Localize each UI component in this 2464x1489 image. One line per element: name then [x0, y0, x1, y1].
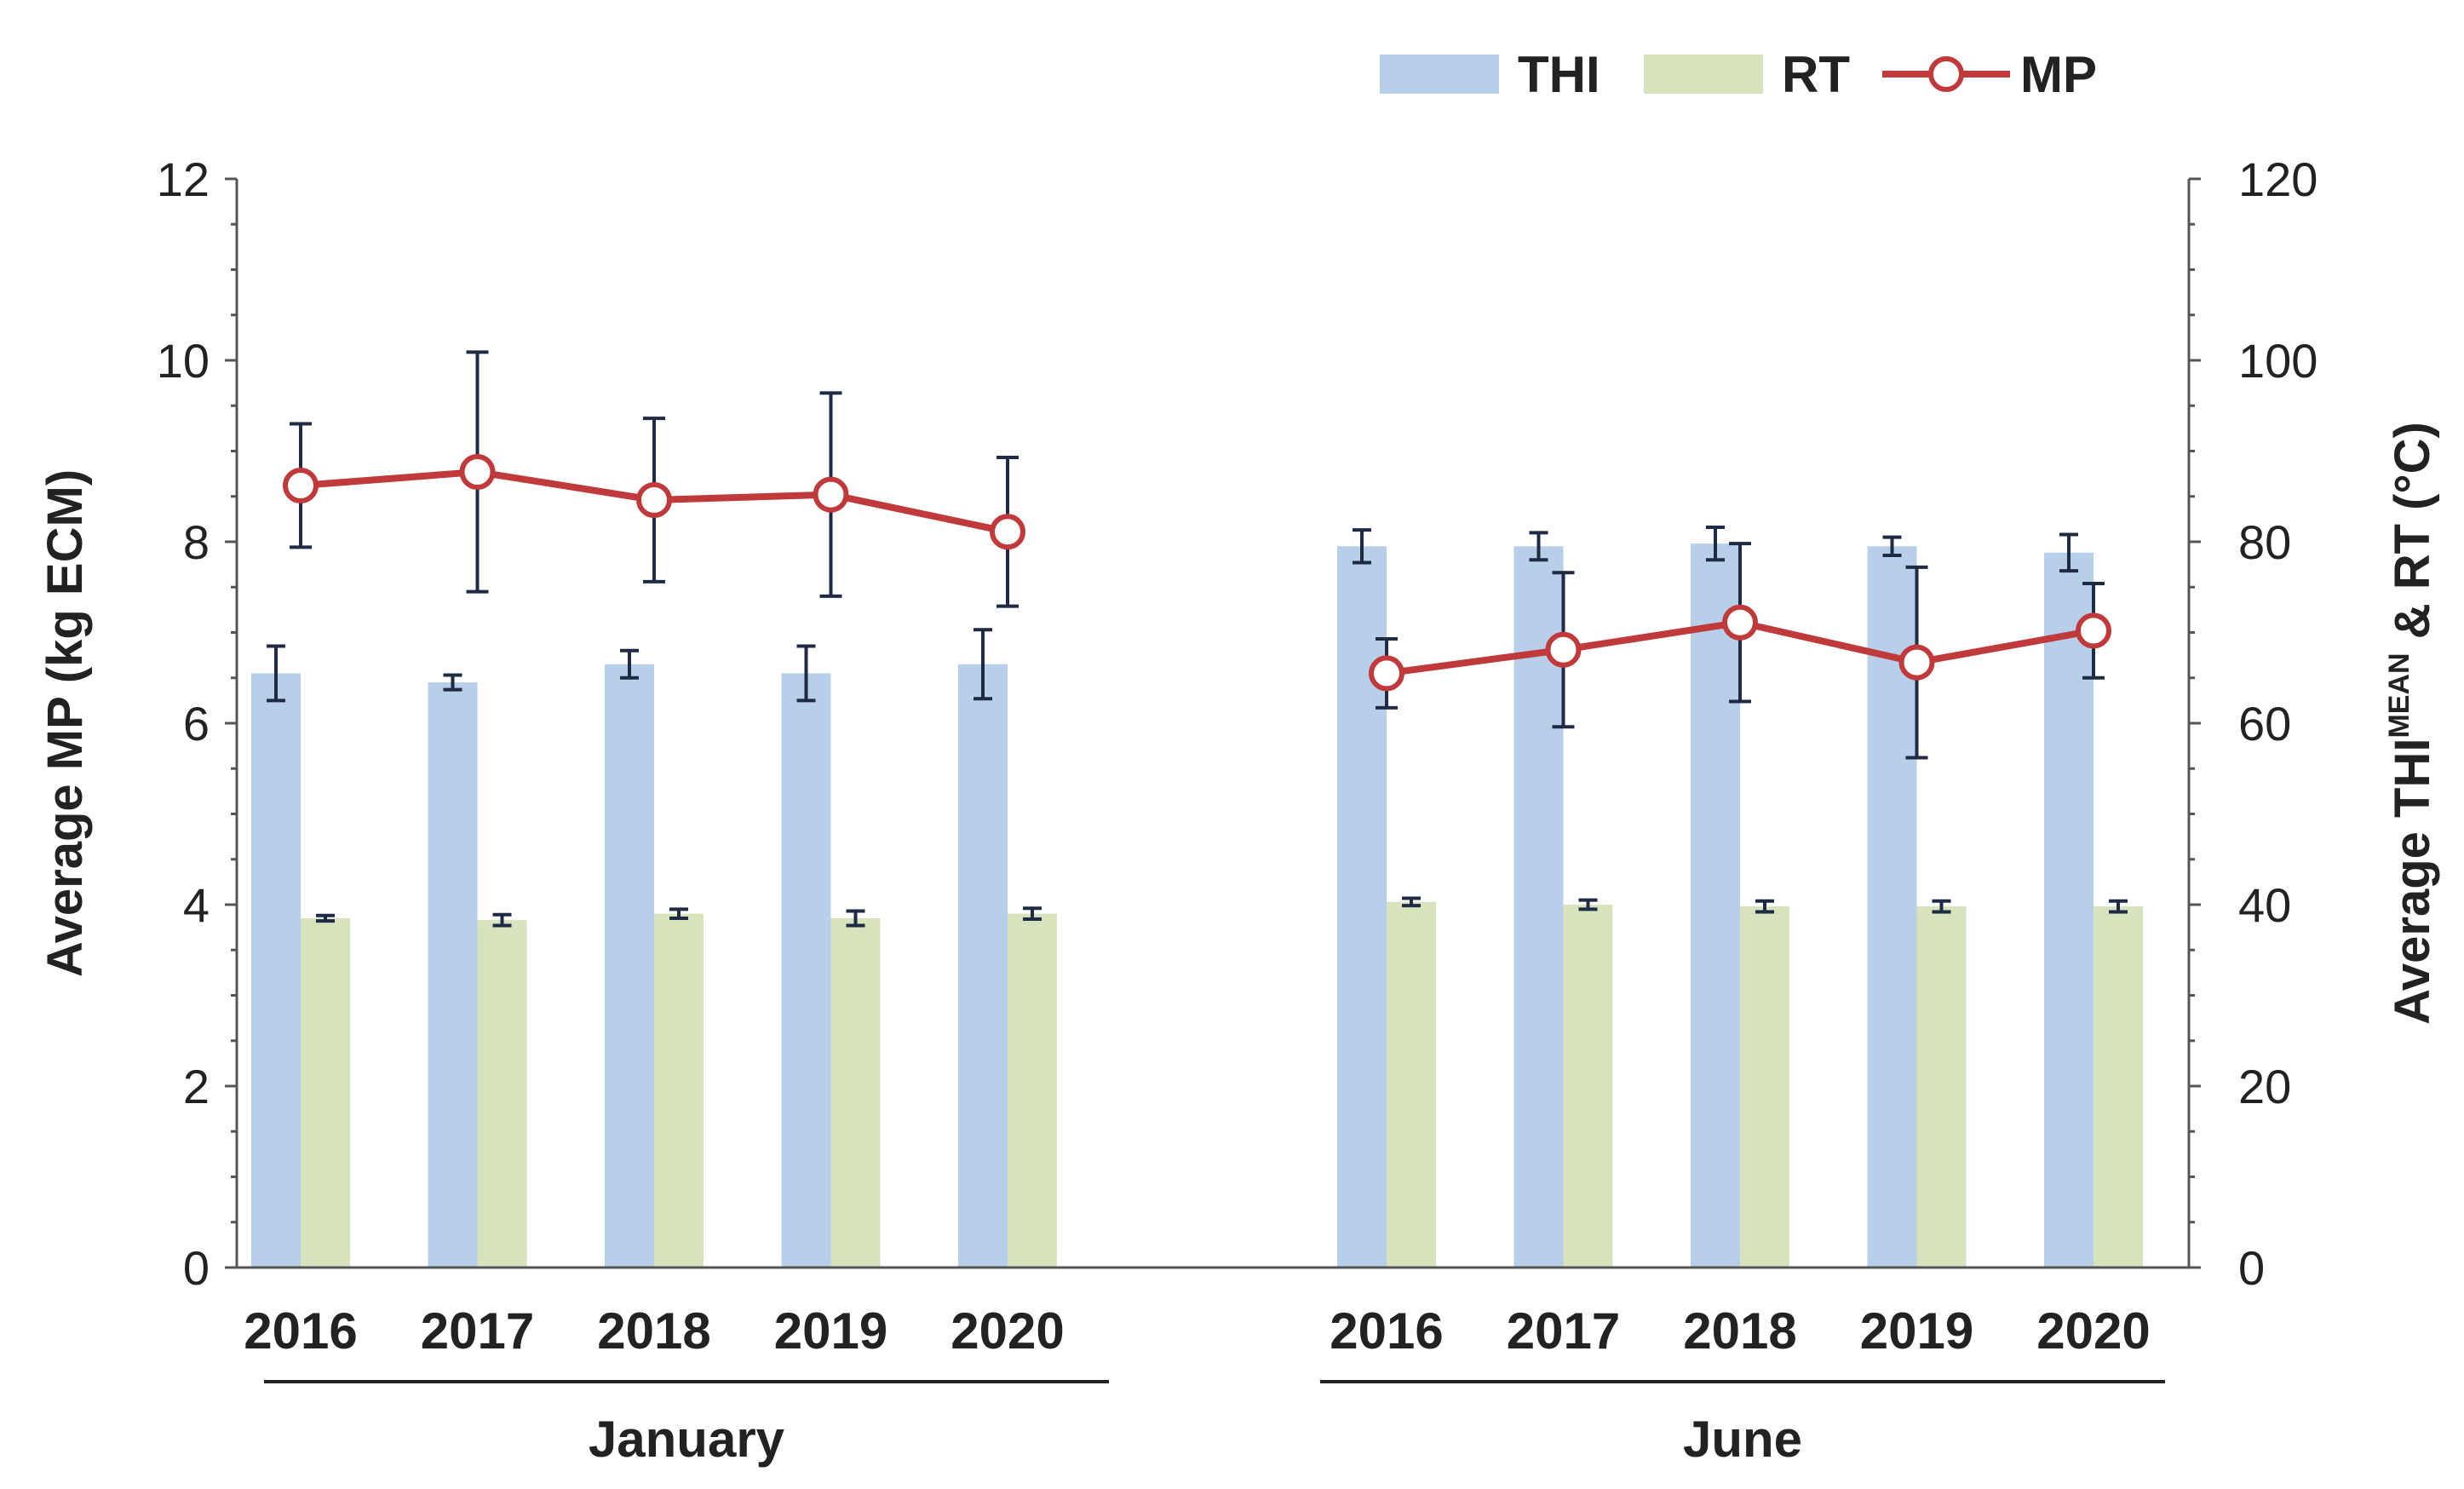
legend-marker	[1928, 56, 1964, 92]
thi-error-bar	[2059, 532, 2078, 573]
right-tick-label: 120	[2238, 152, 2318, 206]
thi-error-bar	[620, 648, 639, 680]
thi-bar	[1513, 546, 1564, 1268]
mp-point	[1898, 644, 1935, 681]
rt-bar	[1740, 906, 1789, 1268]
mp-point	[1369, 655, 1404, 692]
y-axis-title-left: Average MP (kg ECM)	[37, 469, 93, 977]
mp-point	[636, 482, 672, 519]
mp-point	[283, 467, 319, 503]
thi-bar	[605, 664, 654, 1268]
rt-error-bar	[1023, 906, 1042, 922]
thi-bar	[1337, 546, 1387, 1268]
x-tick-label: 2017	[1507, 1302, 1620, 1360]
left-tick-label: 6	[183, 697, 210, 750]
axes	[225, 177, 2201, 1269]
rt-error-bar	[492, 912, 512, 928]
mp-point	[813, 476, 849, 513]
rt-bar	[301, 917, 350, 1268]
legend-label: THI	[1518, 46, 1600, 103]
thi-bar	[2044, 552, 2094, 1268]
rt-bar	[1387, 901, 1436, 1268]
mp-line	[283, 350, 2111, 760]
x-tick-label: 2020	[2036, 1302, 2150, 1360]
mp-point	[1722, 604, 1758, 641]
left-tick-label: 8	[183, 515, 210, 569]
thi-error-bar	[443, 673, 462, 692]
x-tick-label: 2020	[951, 1302, 1064, 1360]
left-tick-label: 2	[183, 1060, 210, 1113]
legend: THI RT MP	[1380, 46, 2097, 103]
x-tick-label: 2019	[774, 1302, 887, 1360]
thi-error-bar	[974, 628, 992, 701]
group-label: June	[1683, 1411, 1802, 1468]
y2-title-suffix: & RT (°C)	[2385, 422, 2440, 653]
rt-bar	[2094, 906, 2143, 1268]
rt-error-bar	[1755, 899, 1774, 914]
legend-label: MP	[2020, 46, 2097, 103]
thi-bar	[251, 673, 301, 1268]
rt-error-bar	[316, 913, 335, 923]
thi-error-bar	[1882, 535, 1902, 557]
y2-title-superscript: MEAN	[2383, 653, 2415, 738]
legend-label: RT	[1782, 46, 1850, 103]
thi-error-bar	[1706, 525, 1725, 562]
legend-swatch-rt	[1644, 55, 1763, 94]
rt-error-bar	[669, 907, 688, 920]
bars	[251, 543, 2143, 1268]
right-tick-label: 40	[2238, 878, 2291, 932]
right-tick-label: 20	[2238, 1060, 2291, 1113]
right-tick-label: 80	[2238, 515, 2291, 569]
thi-error-bar	[1353, 528, 1371, 565]
y2-title-prefix: Average THI	[2385, 739, 2440, 1025]
thi-bar	[1691, 543, 1740, 1268]
mp-point	[990, 514, 1025, 550]
rt-error-bar	[846, 909, 865, 928]
rt-bar	[477, 920, 527, 1268]
x-tick-label: 2018	[597, 1302, 710, 1360]
x-tick-label: 2016	[1330, 1302, 1443, 1360]
x-tick-label: 2018	[1683, 1302, 1796, 1360]
legend-item-thi: THI	[1380, 46, 1600, 103]
rt-bar	[1008, 913, 1057, 1268]
right-tick-label: 100	[2238, 334, 2318, 388]
rt-error-bar	[1578, 898, 1598, 911]
rt-error-bar	[1402, 896, 1421, 908]
legend-item-mp: MP	[1882, 46, 2097, 103]
left-tick-label: 12	[157, 152, 210, 206]
thi-bar	[958, 664, 1008, 1268]
x-tick-label: 2016	[244, 1302, 357, 1360]
right-tick-label: 0	[2238, 1241, 2265, 1295]
thi-error-bar	[796, 644, 816, 703]
rt-error-bar	[2109, 899, 2128, 914]
left-tick-label: 0	[183, 1241, 210, 1295]
mp-point	[459, 453, 496, 490]
rt-bar	[1916, 906, 1967, 1268]
x-tick-label: 2019	[1860, 1302, 1973, 1360]
thi-bar	[781, 673, 831, 1268]
bar-error-bars	[267, 525, 2128, 928]
thi-bar	[428, 682, 478, 1268]
rt-bar	[830, 917, 881, 1268]
rt-bar	[1563, 905, 1613, 1268]
left-tick-label: 10	[157, 334, 210, 388]
left-tick-label: 4	[183, 878, 210, 932]
right-tick-label: 60	[2238, 697, 2291, 750]
y-axis-title-right: Average THIMEAN & RT (°C)	[2383, 422, 2440, 1025]
mp-point	[1545, 631, 1582, 668]
mp-point	[2076, 612, 2111, 649]
group-label: January	[589, 1411, 785, 1468]
x-tick-label: 2017	[421, 1302, 534, 1360]
thi-error-bar	[1529, 531, 1548, 562]
legend-item-rt: RT	[1644, 46, 1850, 103]
thi-error-bar	[267, 644, 285, 703]
rt-bar	[654, 913, 704, 1268]
rt-error-bar	[1932, 899, 1951, 914]
legend-swatch-thi	[1380, 55, 1499, 94]
